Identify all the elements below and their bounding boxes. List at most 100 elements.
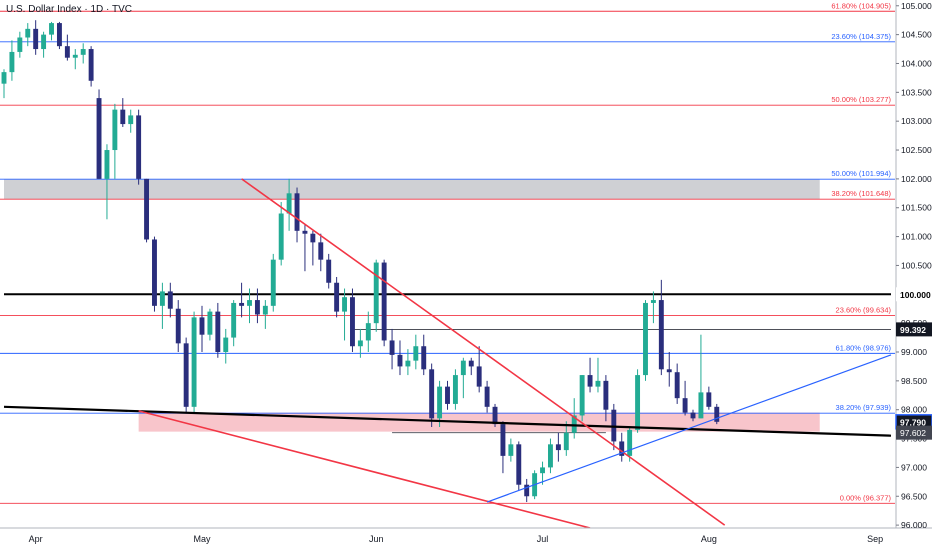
candle-12 xyxy=(96,98,102,179)
candle-90 xyxy=(714,406,720,422)
candle-50 xyxy=(397,354,403,367)
candle-38 xyxy=(302,230,308,234)
x-tick-label-2: Jun xyxy=(369,534,384,544)
candle-80 xyxy=(635,375,641,430)
x-tick-label-1: May xyxy=(193,534,211,544)
y-tick-label-3: 103.500 xyxy=(901,87,932,97)
candle-78 xyxy=(619,441,625,456)
candle-7 xyxy=(56,23,62,47)
candle-49 xyxy=(389,340,395,355)
fib-label-7: 38.20% (97.939) xyxy=(836,403,892,412)
candle-89 xyxy=(706,392,712,407)
candle-79 xyxy=(627,429,633,456)
candle-47 xyxy=(373,262,379,324)
y-tick-label-6: 102.000 xyxy=(901,174,932,184)
candle-52 xyxy=(413,346,419,361)
candle-42 xyxy=(334,282,340,312)
candle-11 xyxy=(88,49,94,81)
y-tick-label-8: 101.000 xyxy=(901,232,932,242)
candle-58 xyxy=(460,360,466,376)
candle-53 xyxy=(421,346,427,370)
candle-46 xyxy=(365,323,371,341)
fib-label-4: 38.20% (101.648) xyxy=(831,189,891,198)
price-badge-0 xyxy=(896,287,932,302)
candle-23 xyxy=(183,343,189,407)
fib-label-3: 50.00% (101.994) xyxy=(831,169,891,178)
candle-54 xyxy=(429,369,435,419)
candle-19 xyxy=(152,239,157,306)
candle-71 xyxy=(563,432,569,451)
candle-35 xyxy=(278,213,284,260)
candle-29 xyxy=(231,302,237,338)
candle-3 xyxy=(25,28,31,38)
candle-33 xyxy=(262,305,268,315)
fib-label-2: 50.00% (103.277) xyxy=(831,95,891,104)
candle-6 xyxy=(49,23,54,35)
candle-60 xyxy=(476,366,482,387)
price-badge-label-3: 97.602 xyxy=(900,428,926,438)
y-tick-label-13: 98.500 xyxy=(901,376,927,386)
candle-63 xyxy=(500,424,506,456)
price-badge-3 xyxy=(896,425,932,440)
candle-51 xyxy=(405,360,411,367)
candle-65 xyxy=(516,444,522,485)
trendline-1 xyxy=(241,178,726,526)
candle-68 xyxy=(540,467,545,474)
trendline-0 xyxy=(3,405,892,437)
y-tick-label-12: 99.000 xyxy=(901,347,927,357)
candle-81 xyxy=(643,302,648,376)
candle-4 xyxy=(33,28,39,50)
y-tick-label-17: 96.500 xyxy=(901,491,927,501)
candle-87 xyxy=(690,412,696,419)
y-tick-label-4: 103.000 xyxy=(901,116,932,126)
candle-43 xyxy=(342,297,347,312)
fib-label-0: 61.80% (104.905) xyxy=(831,1,891,10)
candle-83 xyxy=(658,300,664,370)
candles xyxy=(1,20,720,503)
candle-45 xyxy=(357,340,363,347)
fib-label-5: 23.60% (99.634) xyxy=(836,305,892,314)
candle-5 xyxy=(41,34,47,50)
candle-62 xyxy=(492,406,498,425)
candle-0 xyxy=(1,72,7,84)
y-tick-label-2: 104.000 xyxy=(901,58,932,68)
candle-73 xyxy=(579,375,585,416)
candle-88 xyxy=(698,392,704,419)
y-tick-label-1: 104.500 xyxy=(901,30,932,40)
candle-69 xyxy=(548,444,553,468)
candle-84 xyxy=(666,369,672,373)
y-tick-label-0: 105.000 xyxy=(901,1,932,11)
candle-76 xyxy=(603,380,609,410)
candle-48 xyxy=(381,262,387,341)
candle-82 xyxy=(650,300,656,303)
candle-37 xyxy=(294,193,300,231)
fib-label-6: 61.80% (98.976) xyxy=(836,343,892,352)
y-tick-label-9: 100.500 xyxy=(901,260,932,270)
candle-61 xyxy=(484,386,490,407)
price-badge-label-1: 99.392 xyxy=(900,325,926,335)
candle-17 xyxy=(136,115,142,179)
candle-1 xyxy=(9,51,15,73)
candle-57 xyxy=(452,375,458,404)
y-tick-label-16: 97.000 xyxy=(901,462,927,472)
candle-72 xyxy=(571,415,577,433)
candle-55 xyxy=(437,386,443,419)
price-badge-label-0: 100.000 xyxy=(900,290,931,300)
fib-label-8: 0.00% (96.377) xyxy=(840,493,892,502)
candle-40 xyxy=(318,242,324,260)
candle-16 xyxy=(128,115,134,125)
candle-66 xyxy=(524,484,530,497)
candle-39 xyxy=(310,233,316,243)
price-badge-label-2: 97.790 xyxy=(900,417,926,427)
candle-28 xyxy=(223,337,229,352)
candle-74 xyxy=(587,375,593,387)
price-badge-1 xyxy=(896,322,932,337)
candle-86 xyxy=(682,398,688,413)
candle-44 xyxy=(350,297,355,347)
chart-title: U.S. Dollar Index · 1D · TVC xyxy=(6,4,132,15)
candle-31 xyxy=(247,300,252,306)
candle-34 xyxy=(270,259,276,306)
y-tick-label-18: 96.000 xyxy=(901,520,927,530)
